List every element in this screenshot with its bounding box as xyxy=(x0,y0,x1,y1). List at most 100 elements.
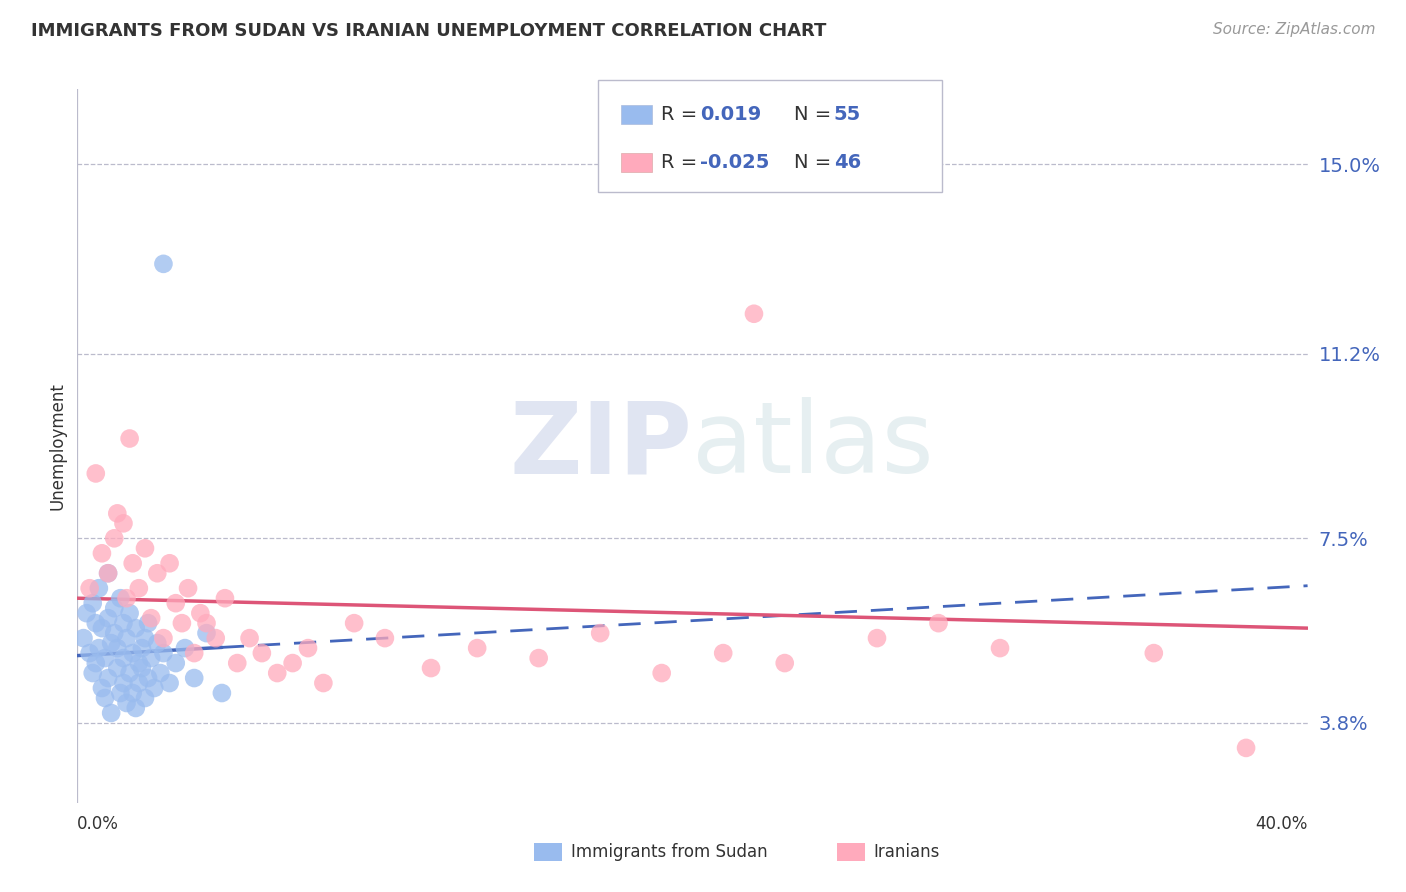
Point xyxy=(112,516,135,531)
Point xyxy=(312,676,335,690)
Point xyxy=(742,307,765,321)
Point xyxy=(84,467,107,481)
Point xyxy=(82,666,104,681)
Point xyxy=(420,661,443,675)
Point xyxy=(165,596,187,610)
Point xyxy=(72,631,94,645)
Text: 46: 46 xyxy=(834,153,860,172)
Point xyxy=(195,626,218,640)
Point xyxy=(239,631,262,645)
Point xyxy=(134,541,156,556)
Point xyxy=(110,686,132,700)
Point xyxy=(281,656,304,670)
Point xyxy=(84,656,107,670)
Point xyxy=(87,641,110,656)
Point xyxy=(128,676,150,690)
Point xyxy=(100,706,122,720)
Point xyxy=(121,646,143,660)
Point xyxy=(250,646,273,660)
Point xyxy=(128,656,150,670)
Text: IMMIGRANTS FROM SUDAN VS IRANIAN UNEMPLOYMENT CORRELATION CHART: IMMIGRANTS FROM SUDAN VS IRANIAN UNEMPLO… xyxy=(31,22,827,40)
Point xyxy=(97,671,120,685)
Point xyxy=(118,666,141,681)
Point xyxy=(94,651,117,665)
Point xyxy=(589,626,612,640)
Text: -0.025: -0.025 xyxy=(700,153,769,172)
Point xyxy=(773,656,796,670)
Point xyxy=(134,691,156,706)
Point xyxy=(136,616,159,631)
Text: 0.019: 0.019 xyxy=(700,105,762,124)
Text: Iranians: Iranians xyxy=(873,843,939,861)
Point xyxy=(866,631,889,645)
Text: R =: R = xyxy=(661,153,703,172)
Point xyxy=(131,641,153,656)
Point xyxy=(226,656,249,670)
Point xyxy=(188,606,212,620)
Point xyxy=(988,641,1011,656)
Point xyxy=(183,646,205,660)
Point xyxy=(97,566,120,581)
Point xyxy=(79,581,101,595)
Point xyxy=(214,591,236,606)
Point xyxy=(125,621,148,635)
Text: 0.0%: 0.0% xyxy=(77,815,120,833)
Point xyxy=(110,591,132,606)
Point xyxy=(105,661,128,675)
Point xyxy=(87,581,110,595)
Text: Source: ZipAtlas.com: Source: ZipAtlas.com xyxy=(1212,22,1375,37)
Point xyxy=(297,641,319,656)
Point xyxy=(374,631,396,645)
Point xyxy=(121,556,143,570)
Y-axis label: Unemployment: Unemployment xyxy=(48,382,66,510)
Point xyxy=(112,676,135,690)
Point xyxy=(131,661,153,675)
Point xyxy=(105,507,128,521)
Point xyxy=(146,566,169,581)
Text: N =: N = xyxy=(794,153,838,172)
Point xyxy=(170,616,193,631)
Point xyxy=(152,646,174,660)
Point xyxy=(159,676,181,690)
Text: R =: R = xyxy=(661,105,703,124)
Text: Immigrants from Sudan: Immigrants from Sudan xyxy=(571,843,768,861)
Point xyxy=(112,616,135,631)
Point xyxy=(1143,646,1166,660)
Text: 40.0%: 40.0% xyxy=(1256,815,1308,833)
Point xyxy=(115,631,138,645)
Point xyxy=(711,646,734,660)
Point xyxy=(125,701,148,715)
Point xyxy=(90,681,114,695)
Point xyxy=(112,651,135,665)
Point xyxy=(152,631,174,645)
Point xyxy=(128,581,150,595)
Point xyxy=(121,686,143,700)
Point xyxy=(141,651,163,665)
Point xyxy=(143,681,166,695)
Point xyxy=(118,432,141,446)
Point xyxy=(76,606,98,620)
Point xyxy=(149,666,172,681)
Point xyxy=(79,646,101,660)
Point xyxy=(183,671,205,685)
Point xyxy=(97,611,120,625)
Point xyxy=(141,611,163,625)
Point xyxy=(115,591,138,606)
Point xyxy=(82,596,104,610)
Point xyxy=(103,531,125,545)
Point xyxy=(84,616,107,631)
Point xyxy=(195,616,218,631)
Point xyxy=(97,566,120,581)
Point xyxy=(651,666,673,681)
Point xyxy=(1234,740,1257,755)
Point xyxy=(266,666,288,681)
Point xyxy=(90,546,114,560)
Point xyxy=(103,601,125,615)
Point xyxy=(174,641,197,656)
Point xyxy=(928,616,950,631)
Text: 55: 55 xyxy=(834,105,860,124)
Point xyxy=(177,581,200,595)
Point xyxy=(204,631,226,645)
Point xyxy=(118,606,141,620)
Text: ZIP: ZIP xyxy=(509,398,693,494)
